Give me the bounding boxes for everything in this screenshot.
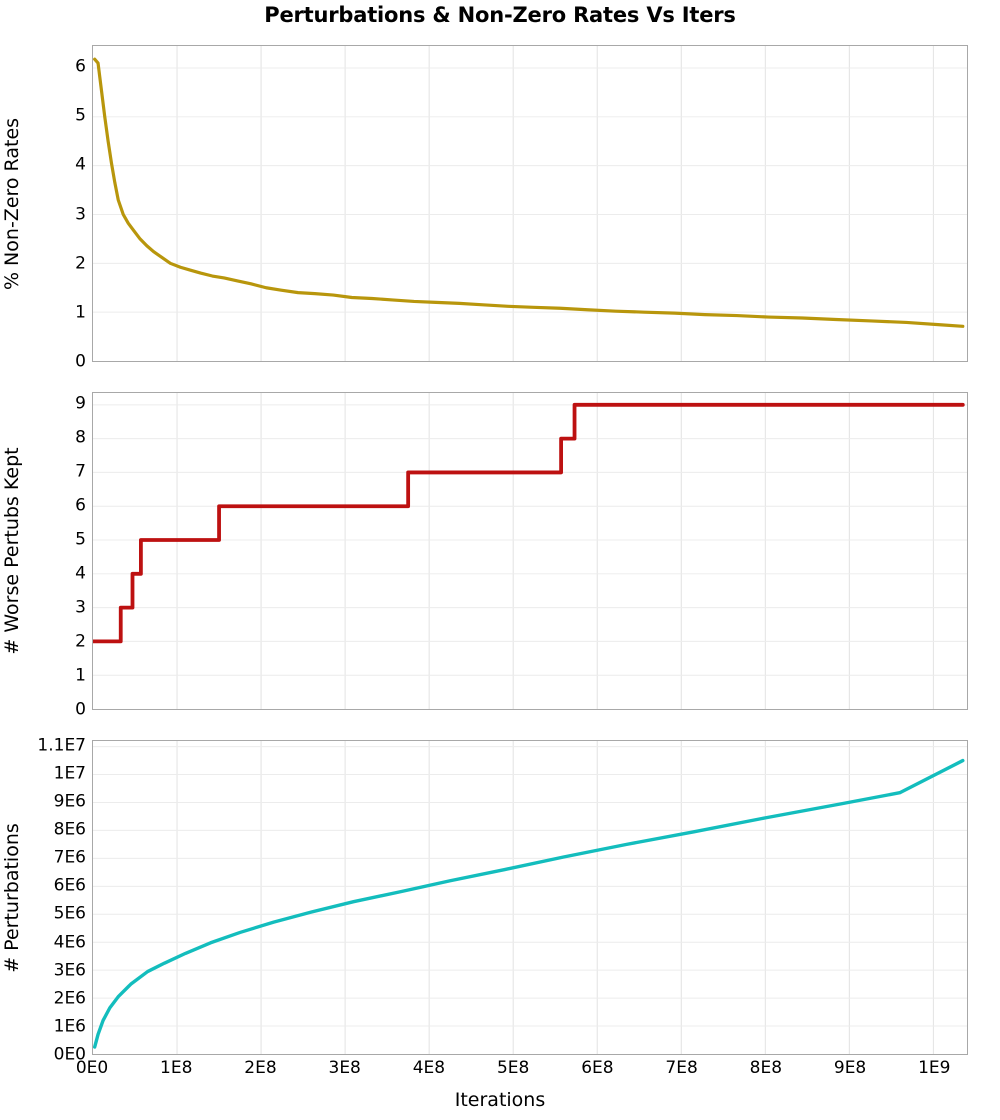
x-tick-label: 8E8 xyxy=(749,1058,783,1078)
x-tick-label: 5E8 xyxy=(496,1058,530,1078)
y-tick-label: 5E6 xyxy=(53,903,86,924)
y-tick-label: 9E6 xyxy=(53,791,86,812)
panel-worse-pertubs-kept xyxy=(92,392,968,710)
y-tick-label: 2 xyxy=(75,253,86,274)
y-tick-label: 3 xyxy=(75,204,86,225)
y-tick-label: 8 xyxy=(75,427,86,448)
data-series-line xyxy=(93,758,965,1049)
y-tick-label: 6 xyxy=(75,56,86,77)
y-tick-label: 0 xyxy=(75,699,86,720)
y-tick-label: 9 xyxy=(75,393,86,414)
x-tick-label: 6E8 xyxy=(581,1058,614,1078)
y-tick-label: 0E0 xyxy=(53,1044,86,1065)
data-series-line xyxy=(93,57,965,328)
panel-perturbations xyxy=(92,740,968,1055)
y-tick-label: 5 xyxy=(75,105,86,126)
x-tick-label: 9E8 xyxy=(833,1058,867,1078)
panel-3-y-ticks: 0E0 1E6 2E6 3E6 4E6 5E6 6E6 7E6 8E6 9E6 1E7 1.1E7 xyxy=(0,735,92,1063)
y-tick-label: 7 xyxy=(75,461,86,482)
y-tick-label: 1E6 xyxy=(53,1016,86,1037)
x-tick-label: 3E8 xyxy=(328,1058,361,1078)
y-tick-label: 7E6 xyxy=(53,847,86,868)
x-tick-label: 4E8 xyxy=(412,1058,446,1078)
y-tick-label: 1 xyxy=(75,302,86,323)
y-tick-label: 3 xyxy=(75,597,86,618)
x-axis-ticks: 0E0 1E8 2E8 3E8 4E8 5E8 6E8 7E8 8E8 9E8 1E9 xyxy=(76,1058,968,1082)
y-tick-label: 6E6 xyxy=(53,875,86,896)
y-tick-label: 3E6 xyxy=(53,960,86,981)
x-tick-label: 2E8 xyxy=(244,1058,277,1078)
x-tick-label: 1E9 xyxy=(918,1058,951,1078)
y-tick-label: 0 xyxy=(75,351,86,372)
x-axis-label: Iterations xyxy=(454,1089,546,1111)
panel-2-y-ticks: 0 1 2 3 4 5 6 7 8 9 xyxy=(0,392,92,718)
y-tick-label: 2 xyxy=(75,631,86,652)
y-tick-label: 2E6 xyxy=(53,988,86,1009)
x-tick-label: 0E0 xyxy=(75,1058,109,1078)
y-tick-label: 5 xyxy=(75,529,86,550)
panel-1-y-ticks: 0 1 2 3 4 5 6 xyxy=(0,45,92,370)
y-tick-label: 8E6 xyxy=(53,819,86,840)
panel-non-zero-rates xyxy=(92,45,968,362)
y-tick-label: 1.1E7 xyxy=(37,735,86,756)
y-tick-label: 1E7 xyxy=(53,763,86,784)
y-tick-label: 4E6 xyxy=(53,932,86,952)
y-tick-label: 6 xyxy=(75,495,86,516)
y-tick-label: 4 xyxy=(75,154,86,175)
x-tick-label: 1E8 xyxy=(160,1058,193,1078)
y-tick-label: 1 xyxy=(75,665,86,686)
data-series-line xyxy=(93,402,965,644)
x-tick-label: 7E8 xyxy=(665,1058,698,1078)
y-tick-label: 4 xyxy=(75,563,86,584)
chart-title: Perturbations & Non-Zero Rates Vs Iters xyxy=(264,3,736,27)
